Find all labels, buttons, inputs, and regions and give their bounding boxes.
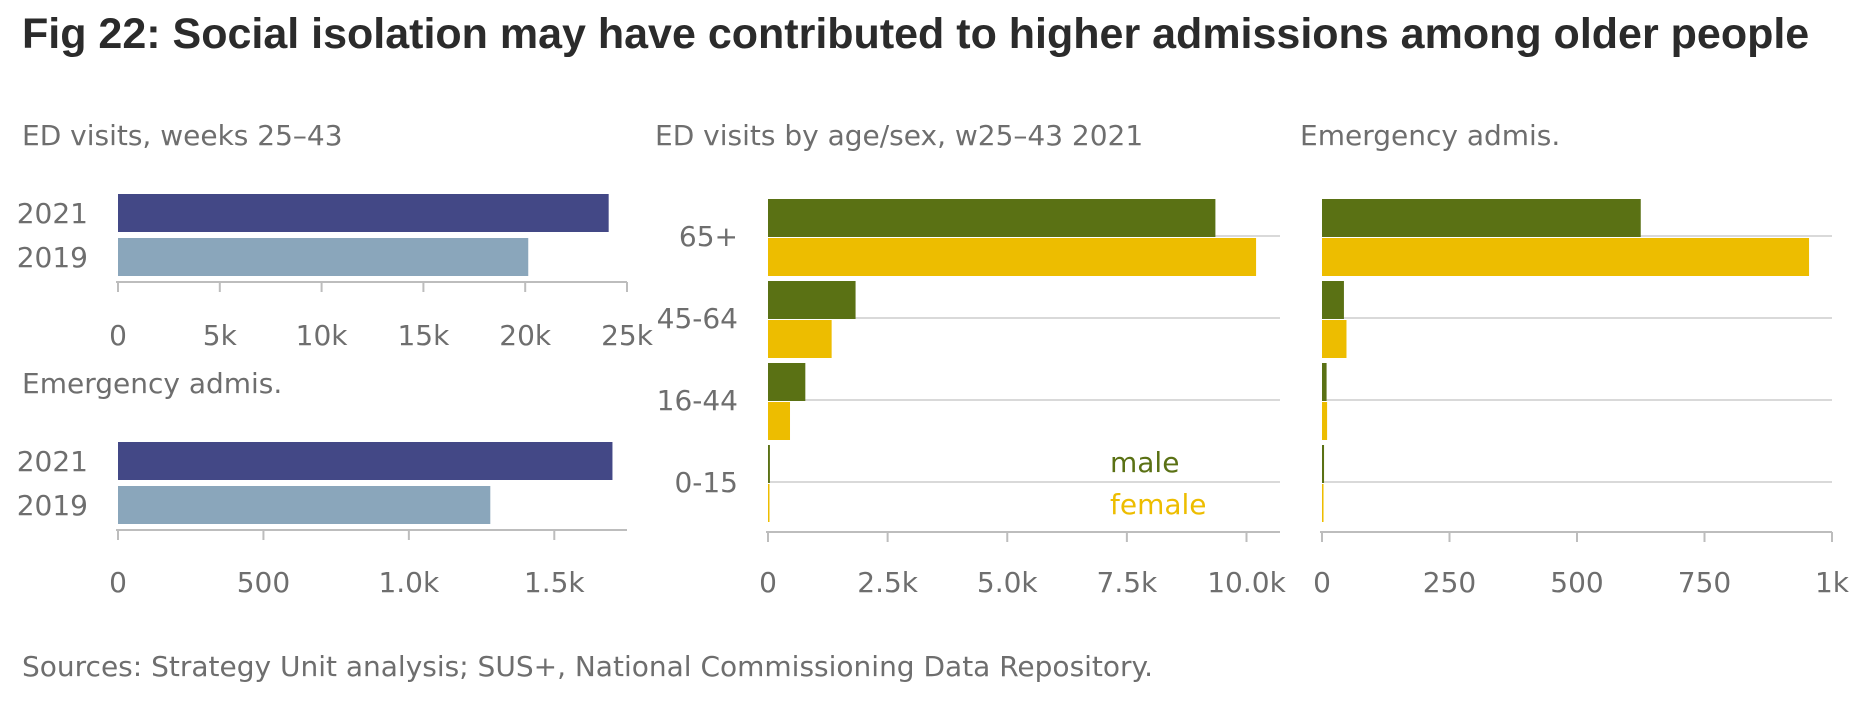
ed-visits-age-sex-bar-female-0-15 <box>768 484 770 522</box>
emergency-admissions-age-sex-title: Emergency admis. <box>1300 119 1560 152</box>
emergency-admissions-years-category-label: 2019 <box>17 489 88 522</box>
emergency-admissions-age-sex-tick-label: 750 <box>1678 566 1731 599</box>
ed-visits-years-bar-2021 <box>118 194 609 232</box>
ed-visits-years-tick-label: 15k <box>397 319 450 352</box>
ed-visits-age-sex-tick-label: 10.0k <box>1207 566 1286 599</box>
emergency-admissions-age-sex-bar-female-65plus <box>1322 238 1810 276</box>
emergency-admissions-age-sex-bar-female-0-15 <box>1322 484 1324 522</box>
ed-visits-age-sex-bar-male-16-44 <box>768 363 806 401</box>
ed-visits-years-title: ED visits, weeks 25–43 <box>22 119 343 152</box>
emergency-admissions-age-sex-bar-female-16-44 <box>1322 402 1328 440</box>
ed-visits-age-sex-bar-female-16-44 <box>768 402 791 440</box>
legend-female-label: female <box>1110 488 1207 521</box>
ed-visits-age-sex-category-label: 65+ <box>679 220 738 253</box>
ed-visits-years-tick-label: 5k <box>203 319 238 352</box>
emergency-admissions-age-sex-tick-label: 1k <box>1815 566 1850 599</box>
emergency-admissions-years-bar-2019 <box>118 486 491 524</box>
emergency-admissions-age-sex-bar-male-0-15 <box>1322 445 1325 483</box>
ed-visits-age-sex-category-label: 0-15 <box>674 466 738 499</box>
ed-visits-age-sex-category-label: 16-44 <box>657 384 738 417</box>
ed-visits-years-category-label: 2019 <box>17 241 88 274</box>
ed-visits-age-sex-tick-label: 0 <box>759 566 777 599</box>
ed-visits-age-sex-bar-female-65plus <box>768 238 1257 276</box>
emergency-admissions-years-tick-label: 1.5k <box>524 566 586 599</box>
emergency-admissions-age-sex-bar-male-65plus <box>1322 199 1641 237</box>
ed-visits-age-sex-tick-label: 2.5k <box>857 566 919 599</box>
emergency-admissions-years-tick-label: 1.0k <box>378 566 440 599</box>
ed-visits-age-sex-tick-label: 5.0k <box>977 566 1039 599</box>
ed-visits-age-sex-category-label: 45-64 <box>657 302 738 335</box>
emergency-admissions-age-sex-bar-male-45-64 <box>1322 281 1344 319</box>
ed-visits-age-sex-bar-male-65plus <box>768 199 1216 237</box>
emergency-admissions-age-sex-bar-male-16-44 <box>1322 363 1327 401</box>
ed-visits-age-sex-bar-female-45-64 <box>768 320 832 358</box>
ed-visits-years-tick-label: 10k <box>296 319 349 352</box>
ed-visits-years-tick-label: 25k <box>601 319 654 352</box>
emergency-admissions-age-sex-tick-label: 250 <box>1423 566 1476 599</box>
ed-visits-age-sex-bar-male-45-64 <box>768 281 856 319</box>
emergency-admissions-years-bar-2021 <box>118 442 613 480</box>
emergency-admissions-age-sex-tick-label: 500 <box>1550 566 1603 599</box>
ed-visits-age-sex-title: ED visits by age/sex, w25–43 2021 <box>655 119 1143 152</box>
emergency-admissions-years-title: Emergency admis. <box>22 367 282 400</box>
ed-visits-years-tick-label: 0 <box>109 319 127 352</box>
figure-title: Fig 22: Social isolation may have contri… <box>22 10 1810 58</box>
ed-visits-years-bar-2019 <box>118 238 529 276</box>
ed-visits-years-category-label: 2021 <box>17 197 88 230</box>
ed-visits-age-sex-tick-label: 7.5k <box>1097 566 1159 599</box>
ed-visits-age-sex-bar-male-0-15 <box>768 445 770 483</box>
emergency-admissions-years-category-label: 2021 <box>17 445 88 478</box>
emergency-admissions-age-sex-bar-female-45-64 <box>1322 320 1347 358</box>
emergency-admissions-years-tick-label: 500 <box>237 566 290 599</box>
legend-male-label: male <box>1110 446 1179 479</box>
source-note: Sources: Strategy Unit analysis; SUS+, N… <box>22 650 1154 683</box>
emergency-admissions-years-tick-label: 0 <box>109 566 127 599</box>
ed-visits-years-tick-label: 20k <box>499 319 552 352</box>
emergency-admissions-age-sex-tick-label: 0 <box>1313 566 1331 599</box>
